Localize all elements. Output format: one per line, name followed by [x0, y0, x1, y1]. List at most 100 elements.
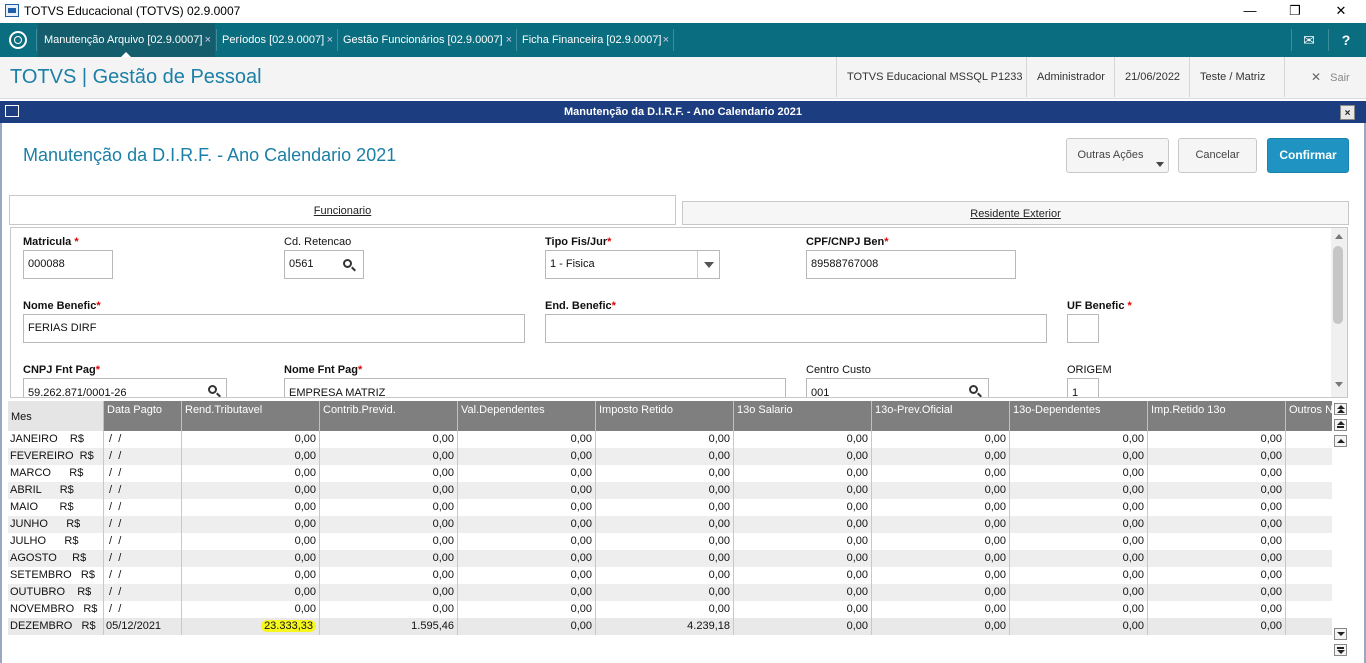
table-cell[interactable]: 0,00 [182, 431, 320, 448]
table-cell[interactable]: 0,00 [596, 601, 734, 618]
column-header[interactable]: Rend.Tributavel [182, 401, 320, 431]
uf-benefic-field[interactable] [1067, 314, 1099, 343]
table-row[interactable]: ABRIL R$ / /0,00 0,00 0,00 0,00 0,00 0,00 0,00… [8, 482, 1332, 499]
scroll-down-icon[interactable] [1335, 382, 1343, 387]
table-cell[interactable]: 0,00 [734, 618, 872, 635]
table-cell[interactable]: 0,00 [1010, 499, 1148, 516]
table-cell[interactable]: 0,00 [182, 499, 320, 516]
table-cell[interactable]: 0,00 [872, 584, 1010, 601]
table-cell[interactable]: 0,00 [458, 533, 596, 550]
tab-periodos[interactable]: Períodos [02.9.0007] × [216, 23, 337, 57]
table-cell[interactable]: 0,00 [182, 550, 320, 567]
table-cell[interactable]: 0,00 [182, 601, 320, 618]
table-cell[interactable] [1286, 550, 1332, 567]
table-cell[interactable]: 0,00 [872, 482, 1010, 499]
table-cell[interactable] [1286, 584, 1332, 601]
table-cell[interactable]: 0,00 [320, 499, 458, 516]
table-cell[interactable]: 0,00 [320, 448, 458, 465]
exit-button[interactable]: ✕ Sair [1284, 57, 1366, 97]
scrollbar-thumb[interactable] [1333, 246, 1343, 324]
table-cell[interactable]: 0,00 [320, 516, 458, 533]
table-cell[interactable]: 0,00 [1148, 482, 1286, 499]
table-cell[interactable]: 0,00 [320, 567, 458, 584]
table-cell[interactable] [1286, 567, 1332, 584]
close-tab-icon[interactable]: × [204, 34, 211, 46]
table-cell[interactable]: 05/12/2021 [104, 618, 182, 635]
table-cell[interactable]: / / [104, 550, 182, 567]
table-cell[interactable]: 0,00 [734, 465, 872, 482]
scroll-top-icon[interactable] [1334, 403, 1347, 415]
search-icon[interactable] [343, 259, 352, 268]
table-cell[interactable]: 0,00 [458, 431, 596, 448]
table-cell[interactable]: / / [104, 584, 182, 601]
table-cell[interactable]: 0,00 [458, 550, 596, 567]
table-cell[interactable]: 0,00 [734, 567, 872, 584]
table-cell[interactable] [1286, 533, 1332, 550]
table-cell[interactable]: 0,00 [1148, 448, 1286, 465]
help-icon[interactable]: ? [1341, 32, 1351, 48]
table-cell[interactable]: 0,00 [1010, 601, 1148, 618]
tab-ficha-financeira[interactable]: Ficha Financeira [02.9.0007] × [516, 23, 673, 57]
table-cell[interactable]: 23.333,33 [182, 618, 320, 635]
centro-custo-field[interactable]: 001 [806, 378, 989, 397]
table-cell[interactable]: 0,00 [734, 584, 872, 601]
mail-icon[interactable]: ✉ [1303, 32, 1315, 48]
nome-benefic-field[interactable]: FERIAS DIRF [23, 314, 525, 343]
table-cell[interactable] [1286, 465, 1332, 482]
table-cell[interactable] [1286, 431, 1332, 448]
close-tab-icon[interactable]: × [505, 34, 512, 46]
close-tab-icon[interactable]: × [326, 34, 333, 46]
close-tab-icon[interactable]: × [662, 34, 669, 46]
table-cell[interactable]: 0,00 [596, 499, 734, 516]
table-cell[interactable]: 0,00 [458, 567, 596, 584]
table-cell[interactable]: 0,00 [1148, 533, 1286, 550]
tab-gestao-funcionarios[interactable]: Gestão Funcionários [02.9.0007] × [337, 23, 516, 57]
matricula-field[interactable]: 000088 [23, 250, 113, 279]
table-cell[interactable]: 0,00 [872, 516, 1010, 533]
table-cell[interactable]: 0,00 [182, 448, 320, 465]
table-cell[interactable]: 0,00 [320, 550, 458, 567]
table-cell[interactable]: 0,00 [596, 533, 734, 550]
table-cell[interactable]: JANEIRO R$ [8, 431, 104, 448]
scroll-page-up-icon[interactable] [1334, 419, 1347, 431]
table-cell[interactable]: 0,00 [1148, 431, 1286, 448]
table-cell[interactable]: 0,00 [1148, 499, 1286, 516]
table-cell[interactable]: 0,00 [182, 482, 320, 499]
table-cell[interactable]: / / [104, 601, 182, 618]
table-cell[interactable]: 0,00 [872, 499, 1010, 516]
table-cell[interactable]: 0,00 [458, 618, 596, 635]
table-cell[interactable]: 0,00 [734, 533, 872, 550]
table-cell[interactable]: / / [104, 448, 182, 465]
table-cell[interactable] [1286, 601, 1332, 618]
table-cell[interactable]: 0,00 [458, 601, 596, 618]
table-cell[interactable] [1286, 499, 1332, 516]
table-cell[interactable]: 0,00 [734, 431, 872, 448]
search-icon[interactable] [969, 385, 978, 394]
table-cell[interactable]: 0,00 [182, 567, 320, 584]
table-cell[interactable]: 0,00 [734, 550, 872, 567]
table-cell[interactable]: JUNHO R$ [8, 516, 104, 533]
column-header[interactable]: Imp.Retido 13o [1148, 401, 1286, 431]
table-cell[interactable]: MAIO R$ [8, 499, 104, 516]
scroll-down-icon[interactable] [1334, 628, 1347, 640]
table-cell[interactable]: 0,00 [458, 482, 596, 499]
table-cell[interactable]: 0,00 [320, 482, 458, 499]
table-cell[interactable]: / / [104, 499, 182, 516]
scroll-page-down-icon[interactable] [1334, 644, 1347, 656]
table-cell[interactable]: 0,00 [1010, 465, 1148, 482]
table-cell[interactable]: 0,00 [320, 465, 458, 482]
column-header[interactable]: 13o-Dependentes [1010, 401, 1148, 431]
table-cell[interactable]: / / [104, 465, 182, 482]
table-row[interactable]: NOVEMBRO R$ / /0,00 0,00 0,00 0,00 0,00 0,00 0… [8, 601, 1332, 618]
table-cell[interactable]: ABRIL R$ [8, 482, 104, 499]
table-cell[interactable] [1286, 516, 1332, 533]
table-cell[interactable]: 0,00 [182, 516, 320, 533]
minimize-icon[interactable]: — [1243, 3, 1257, 18]
table-row[interactable]: FEVEREIRO R$ / /0,00 0,00 0,00 0,00 0,00 0,00… [8, 448, 1332, 465]
table-cell[interactable]: SETEMBRO R$ [8, 567, 104, 584]
form-scrollbar[interactable] [1331, 228, 1347, 397]
column-header[interactable]: Mes [8, 401, 104, 431]
table-cell[interactable]: 0,00 [1010, 448, 1148, 465]
table-cell[interactable]: 0,00 [596, 550, 734, 567]
table-cell[interactable]: 0,00 [320, 533, 458, 550]
